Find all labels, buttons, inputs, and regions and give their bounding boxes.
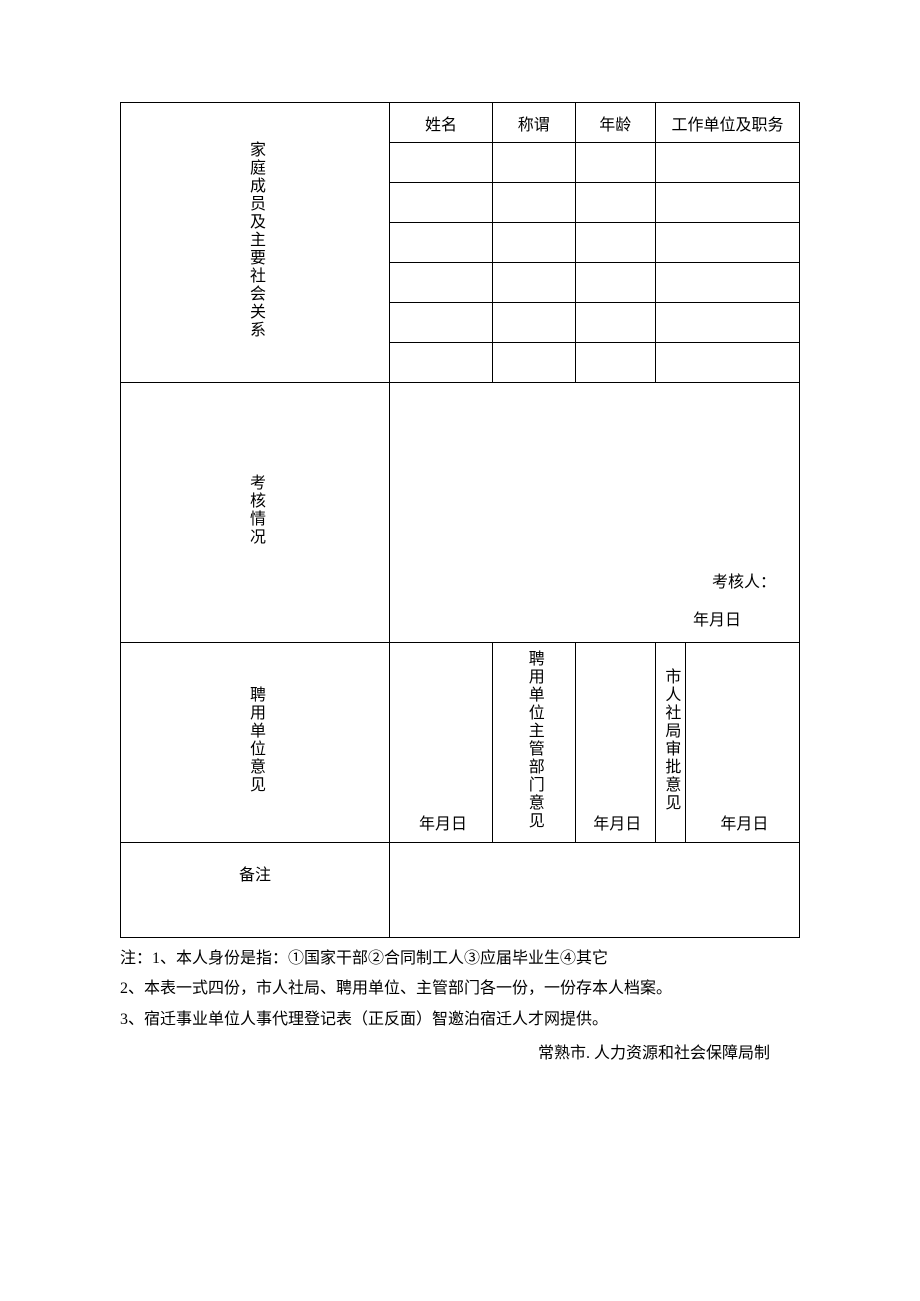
cell[interactable] [575,303,655,343]
opinion2-date: 年月日 [578,810,657,834]
cell[interactable] [656,183,800,223]
cell[interactable] [390,143,493,183]
note-3: 3、宿迁事业单位人事代理登记表（正反面）智邀泊宿迁人才网提供。 [120,1005,800,1035]
family-label-cell: 家庭成员及主要社会关系 [121,103,390,383]
opinion2-label-cell: 聘用单位主管部门意见 [493,643,575,843]
opinion2-label: 聘用单位主管部门意见 [522,650,546,830]
cell[interactable] [390,223,493,263]
remark-label: 备注 [121,843,390,938]
family-label: 家庭成员及主要社会关系 [243,141,267,339]
cell[interactable] [493,303,575,343]
cell[interactable] [575,263,655,303]
assessment-row: 考核情况 考核人： 年月日 [121,383,800,643]
note-2: 2、本表一式四份，市人社局、聘用单位、主管部门各一份，一份存本人档案。 [120,974,800,1004]
cell[interactable] [656,143,800,183]
opinion3-label-cell: 市人社局审批意见 [656,643,686,843]
assessment-label: 考核情况 [243,474,267,546]
cell[interactable] [493,183,575,223]
remark-content[interactable] [390,843,800,938]
opinion1-label-cell: 聘用单位意见 [121,643,390,843]
cell[interactable] [390,303,493,343]
note-1: 注：1、本人身份是指：①国家干部②合同制工人③应届毕业生④其它 [120,944,800,974]
assessment-label-cell: 考核情况 [121,383,390,643]
cell[interactable] [493,223,575,263]
cell[interactable] [390,343,493,383]
cell[interactable] [656,263,800,303]
form-table: 家庭成员及主要社会关系 姓名 称谓 年龄 工作单位及职务 考核情况 考核人： 年… [120,102,800,938]
opinion3-date: 年月日 [688,810,801,834]
family-header-work: 工作单位及职务 [656,103,800,143]
family-header-relation: 称谓 [493,103,575,143]
opinion2-content[interactable]: 年月日 [575,643,655,843]
family-header-row: 家庭成员及主要社会关系 姓名 称谓 年龄 工作单位及职务 [121,103,800,143]
cell[interactable] [493,343,575,383]
reviewer-label: 考核人： [712,568,776,592]
opinion1-date: 年月日 [392,810,494,834]
cell[interactable] [390,183,493,223]
cell[interactable] [656,343,800,383]
notes-section: 注：1、本人身份是指：①国家干部②合同制工人③应届毕业生④其它 2、本表一式四份… [120,944,800,1035]
opinion1-content[interactable]: 年月日 [390,643,493,843]
cell[interactable] [493,263,575,303]
assessment-date: 年月日 [693,612,741,629]
cell[interactable] [575,143,655,183]
cell[interactable] [575,343,655,383]
cell[interactable] [656,223,800,263]
assessment-content[interactable]: 考核人： 年月日 [390,383,800,643]
family-header-name: 姓名 [390,103,493,143]
cell[interactable] [575,183,655,223]
opinions-row: 聘用单位意见 年月日 聘用单位主管部门意见 年月日 市人社局审批意见 年月日 [121,643,800,843]
footer: 常熟市. 人力资源和社会保障局制 [120,1039,800,1063]
opinion3-label: 市人社局审批意见 [658,668,682,812]
family-header-age: 年龄 [575,103,655,143]
cell[interactable] [575,223,655,263]
cell[interactable] [493,143,575,183]
opinion3-content[interactable]: 年月日 [685,643,799,843]
remark-row: 备注 [121,843,800,938]
cell[interactable] [656,303,800,343]
opinion1-label: 聘用单位意见 [243,686,267,794]
cell[interactable] [390,263,493,303]
